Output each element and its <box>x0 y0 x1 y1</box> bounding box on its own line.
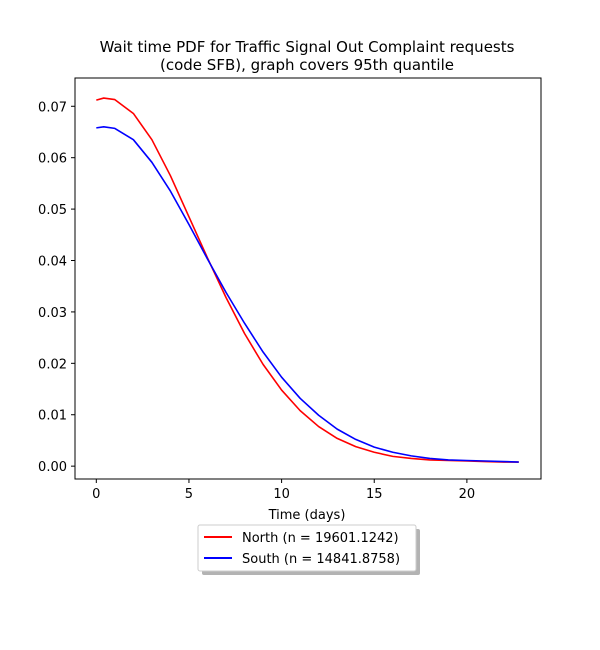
y-tick-label: 0.04 <box>38 255 67 270</box>
series-line-north <box>96 97 519 463</box>
y-tick-label: 0.00 <box>38 460 67 475</box>
x-axis-label: Time (days) <box>268 508 346 523</box>
y-tick-label: 0.02 <box>38 357 67 372</box>
y-tick-label: 0.05 <box>38 203 67 218</box>
y-tick-label: 0.01 <box>38 409 67 424</box>
legend-box <box>197 524 417 572</box>
x-tick-label: 0 <box>92 487 100 502</box>
y-tick-label: 0.07 <box>38 100 67 115</box>
y-axis: 0.00 0.01 0.02 0.03 0.04 0.05 0.06 0.07 <box>38 100 75 475</box>
legend-label-south: South (n = 14841.8758) <box>242 552 400 567</box>
series-line-south <box>96 126 519 463</box>
chart-title-line2: (code SFB), graph covers 95th quantile <box>160 56 454 74</box>
legend: North (n = 19601.1242) South (n = 14841.… <box>197 524 420 575</box>
y-tick-label: 0.06 <box>38 152 67 167</box>
plot-frame <box>74 77 542 480</box>
chart-title-line1: Wait time PDF for Traffic Signal Out Com… <box>100 38 515 56</box>
series-layer <box>96 97 519 463</box>
x-tick-label: 15 <box>366 487 383 502</box>
x-tick-label: 20 <box>459 487 476 502</box>
x-tick-label: 5 <box>185 487 193 502</box>
legend-label-north: North (n = 19601.1242) <box>242 531 399 546</box>
x-tick-label: 10 <box>273 487 290 502</box>
x-axis: 0 5 10 15 20 <box>92 479 475 502</box>
y-tick-label: 0.03 <box>38 306 67 321</box>
